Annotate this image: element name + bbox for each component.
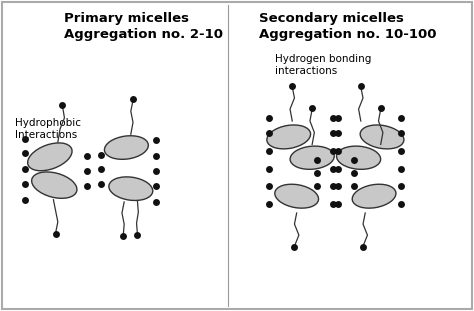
Ellipse shape <box>337 146 381 169</box>
Ellipse shape <box>104 136 148 159</box>
Ellipse shape <box>290 146 334 169</box>
Ellipse shape <box>267 125 310 149</box>
Ellipse shape <box>109 177 153 201</box>
Text: Primary micelles
Aggregation no. 2-10: Primary micelles Aggregation no. 2-10 <box>64 12 223 41</box>
Ellipse shape <box>275 184 319 208</box>
Ellipse shape <box>27 143 72 171</box>
Text: Secondary micelles
Aggregation no. 10-100: Secondary micelles Aggregation no. 10-10… <box>259 12 437 41</box>
Text: Hydrogen bonding
interactions: Hydrogen bonding interactions <box>274 54 371 76</box>
Ellipse shape <box>352 184 396 208</box>
Text: Hydrophobic
Interactions: Hydrophobic Interactions <box>15 118 81 140</box>
Ellipse shape <box>32 172 77 198</box>
Ellipse shape <box>360 125 404 149</box>
